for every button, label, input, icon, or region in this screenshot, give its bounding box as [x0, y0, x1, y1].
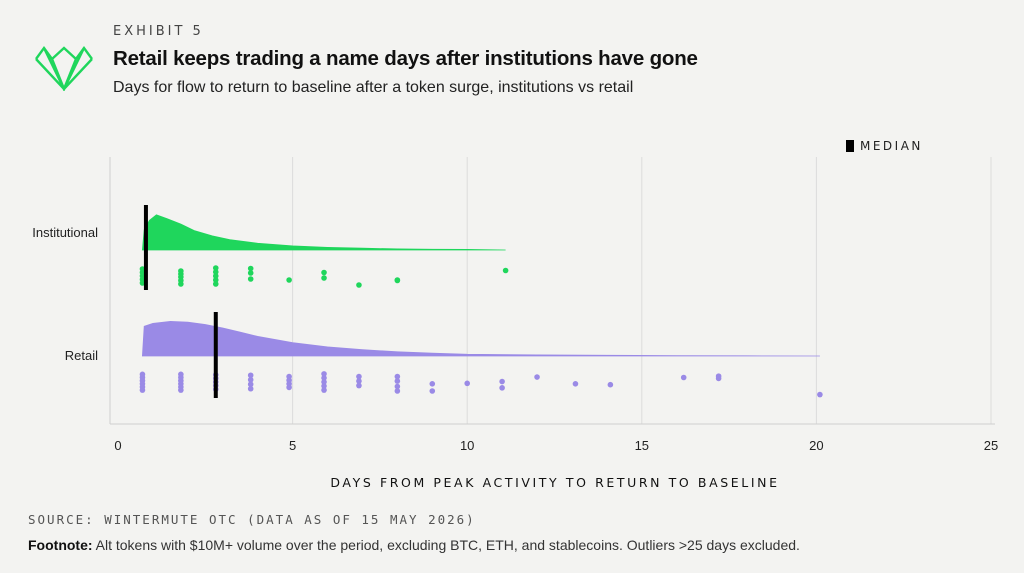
- footnote-text: Alt tokens with $10M+ volume over the pe…: [95, 537, 800, 553]
- x-tick-label: 10: [460, 438, 474, 453]
- density-cloud: [141, 214, 506, 251]
- data-point: [321, 269, 327, 276]
- legend: MEDIAN: [846, 139, 923, 153]
- data-point: [286, 277, 292, 283]
- data-point: [356, 373, 362, 380]
- data-point: [502, 267, 509, 274]
- data-point: [394, 383, 401, 390]
- data-point: [680, 374, 687, 381]
- data-point: [321, 379, 327, 385]
- footnote: Footnote: Alt tokens with $10M+ volume o…: [28, 537, 800, 553]
- data-point: [139, 266, 146, 272]
- data-point: [247, 270, 254, 276]
- data-point: [356, 382, 362, 389]
- median-line: [143, 205, 148, 290]
- data-point: [572, 381, 579, 387]
- x-tick-label: 0: [114, 438, 121, 453]
- data-point: [247, 372, 254, 379]
- data-point: [394, 388, 401, 394]
- data-point: [139, 280, 146, 286]
- data-point: [607, 381, 614, 388]
- data-point: [247, 265, 254, 272]
- data-point: [321, 383, 327, 389]
- data-point: [212, 277, 219, 283]
- legend-median-label: MEDIAN: [860, 139, 923, 153]
- data-point: [321, 275, 327, 281]
- data-point: [247, 381, 254, 388]
- data-point: [139, 371, 146, 378]
- data-point: [817, 391, 823, 398]
- data-point: [178, 281, 184, 287]
- data-point: [178, 371, 184, 378]
- x-tick-label: 25: [984, 438, 998, 453]
- data-point: [429, 381, 436, 387]
- data-point: [394, 373, 401, 380]
- data-point: [429, 388, 436, 394]
- chart-subtitle: Days for flow to return to baseline afte…: [113, 79, 634, 96]
- data-point: [394, 378, 401, 384]
- data-point: [247, 376, 254, 383]
- data-point: [715, 373, 722, 379]
- data-point: [356, 378, 362, 384]
- source-note: SOURCE: WINTERMUTE OTC (DATA AS OF 15 MA…: [28, 512, 476, 527]
- data-point: [534, 374, 540, 380]
- data-point: [212, 281, 219, 287]
- data-point: [212, 273, 219, 279]
- data-point: [321, 371, 327, 377]
- data-point: [212, 269, 219, 275]
- category-label: Retail: [65, 348, 98, 363]
- median-swatch: [846, 140, 854, 152]
- exhibit-label: EXHIBIT 5: [113, 24, 204, 39]
- data-point: [321, 375, 327, 381]
- x-tick-label: 20: [809, 438, 823, 453]
- data-point: [499, 385, 505, 391]
- data-point: [464, 380, 471, 387]
- x-axis-label: DAYS FROM PEAK ACTIVITY TO RETURN TO BAS…: [330, 475, 780, 490]
- raincloud-chart: 0 5 10 15 20 25 Institutional Retail: [32, 157, 998, 453]
- chart-title: Retail keeps trading a name days after i…: [113, 47, 698, 70]
- data-point: [356, 282, 362, 288]
- data-point: [286, 373, 292, 380]
- wintermute-logo-icon: [35, 45, 93, 91]
- data-point: [212, 265, 219, 271]
- data-point: [394, 277, 401, 284]
- footnote-label: Footnote:: [28, 537, 93, 553]
- median-line: [213, 312, 218, 398]
- density-cloud: [141, 320, 820, 357]
- data-point: [178, 268, 184, 274]
- data-point: [321, 387, 327, 393]
- category-label: Institutional: [32, 225, 98, 240]
- data-point: [247, 276, 254, 282]
- x-tick-label: 5: [289, 438, 296, 453]
- data-point: [247, 385, 254, 392]
- x-tick-label: 15: [635, 438, 649, 453]
- data-point: [499, 378, 505, 385]
